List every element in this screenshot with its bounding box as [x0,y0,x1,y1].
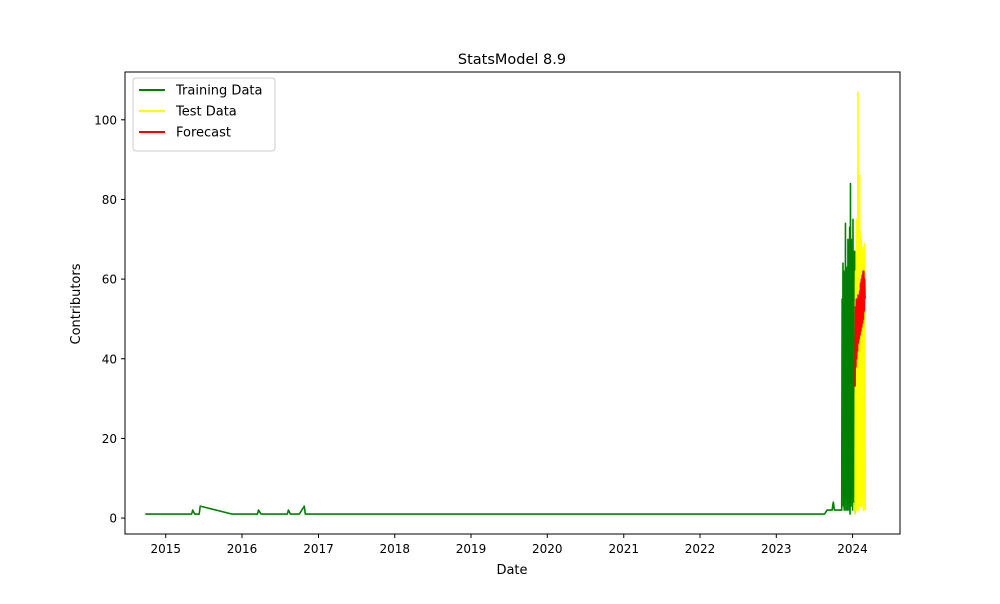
y-axis-label: Contributors [69,263,84,344]
x-tick-label: 2015 [150,542,181,556]
legend-box [132,77,276,152]
y-tick-label: 0 [109,512,117,526]
y-tick-label: 80 [102,193,117,207]
series-line-3 [854,270,866,387]
y-tick-label: 100 [94,113,117,127]
legend-label-1: Training Data [175,84,262,99]
x-axis-label: Date [496,563,527,578]
legend-label-2: Test Data [175,105,237,120]
chart-title: StatsModel 8.9 [458,52,566,68]
legend-label-3: Forecast [176,126,231,141]
x-tick-label: 2020 [532,542,563,556]
y-axis: 0 20 40 60 80 100 [94,113,125,526]
x-tick-label: 2023 [761,542,792,556]
series-line-1 [145,182,856,515]
x-tick-label: 2018 [379,542,410,556]
plot-frame [124,71,901,535]
x-axis: 2015 2016 2017 2018 2019 2020 2021 2022 2023 2024 [150,534,868,556]
x-tick-label: 2024 [837,542,868,556]
y-tick-label: 40 [102,352,117,366]
series-layer [145,91,866,515]
x-tick-label: 2017 [303,542,334,556]
legend: Training Data Test Data Forecast [132,77,276,152]
y-tick-label: 60 [102,273,117,287]
x-tick-label: 2019 [456,542,487,556]
y-tick-label: 20 [102,432,117,446]
x-tick-label: 2016 [227,542,258,556]
x-tick-label: 2021 [608,542,639,556]
x-tick-label: 2022 [685,542,716,556]
series-line-2 [854,91,866,515]
